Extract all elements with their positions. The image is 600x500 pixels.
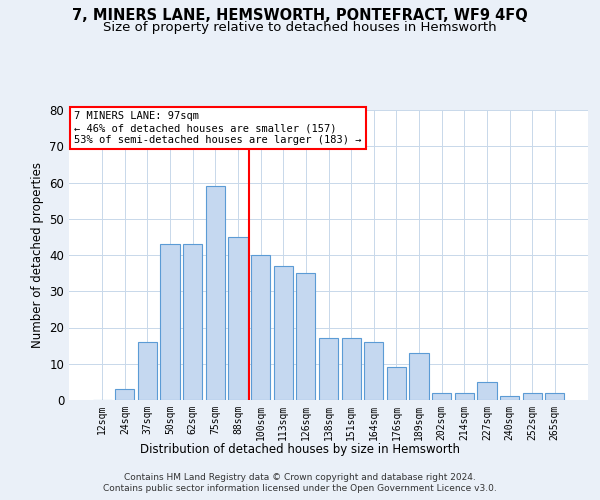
Bar (341, 338, 361, 400)
Bar (432, 393, 451, 400)
Bar (296, 273, 316, 400)
Bar (138, 342, 157, 400)
Text: 7, MINERS LANE, HEMSWORTH, PONTEFRACT, WF9 4FQ: 7, MINERS LANE, HEMSWORTH, PONTEFRACT, W… (72, 8, 528, 22)
Bar (251, 255, 270, 400)
Text: 7 MINERS LANE: 97sqm
← 46% of detached houses are smaller (157)
53% of semi-deta: 7 MINERS LANE: 97sqm ← 46% of detached h… (74, 112, 362, 144)
Y-axis label: Number of detached properties: Number of detached properties (31, 162, 44, 348)
Bar (477, 382, 497, 400)
Bar (183, 244, 202, 400)
Bar (229, 237, 248, 400)
Bar (206, 186, 225, 400)
Bar (115, 389, 134, 400)
Bar (500, 396, 519, 400)
Text: Size of property relative to detached houses in Hemsworth: Size of property relative to detached ho… (103, 22, 497, 35)
Bar (387, 368, 406, 400)
Text: Contains public sector information licensed under the Open Government Licence v3: Contains public sector information licen… (103, 484, 497, 493)
Bar (319, 338, 338, 400)
Bar (364, 342, 383, 400)
Bar (409, 353, 428, 400)
Bar (455, 393, 474, 400)
Bar (545, 393, 565, 400)
Text: Distribution of detached houses by size in Hemsworth: Distribution of detached houses by size … (140, 442, 460, 456)
Text: Contains HM Land Registry data © Crown copyright and database right 2024.: Contains HM Land Registry data © Crown c… (124, 472, 476, 482)
Bar (160, 244, 180, 400)
Bar (523, 393, 542, 400)
Bar (274, 266, 293, 400)
